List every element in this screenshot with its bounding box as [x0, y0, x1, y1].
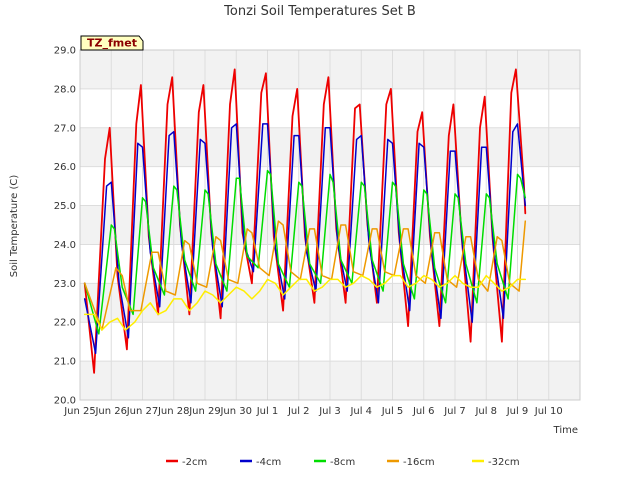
legend-item: -32cm	[472, 457, 520, 468]
x-tick-label: Jul 7	[443, 406, 466, 417]
x-tick-label: Jul 2	[287, 406, 310, 417]
legend-label: -16cm	[403, 457, 435, 468]
y-tick-label: 29.0	[54, 46, 76, 57]
legend-item: -16cm	[387, 457, 435, 468]
badge-label: TZ_fmet	[87, 37, 137, 50]
legend-label: -8cm	[330, 457, 355, 468]
plot-frame	[79, 49, 581, 401]
x-tick-label: Jun 25	[63, 406, 96, 417]
legend-label: -32cm	[488, 457, 520, 468]
x-tick-label: Jul 9	[506, 406, 529, 417]
y-tick-label: 22.0	[54, 318, 76, 329]
legend-label: -2cm	[182, 457, 207, 468]
series-line-minus-32cm	[83, 274, 527, 331]
y-tick-label: 27.0	[54, 123, 76, 134]
legend-item: -2cm	[166, 457, 207, 468]
series-line-minus-8cm	[83, 169, 527, 335]
badge-box	[80, 35, 144, 51]
x-tick-label: Jun 30	[219, 406, 252, 417]
series-line-minus-4cm	[83, 123, 527, 355]
y-tick-label: 23.0	[54, 279, 76, 290]
legend: -2cm -4cm -8cm -16cm -32cm	[166, 457, 520, 468]
x-tick-label: Jul 3	[318, 406, 341, 417]
x-axis-label: Time	[553, 425, 578, 436]
x-tick-label: Jul 8	[474, 406, 497, 417]
series-line-minus-16cm	[83, 220, 527, 331]
legend-item: -8cm	[314, 457, 355, 468]
y-tick-labels: 20.0 21.0 22.0 23.0 24.0 25.0 26.0 27.0 28.0 29.0	[54, 46, 76, 407]
y-tick-label: 24.0	[54, 240, 76, 251]
y-axis-label: Soil Temperature (C)	[9, 175, 20, 278]
x-tick-label: Jul 5	[381, 406, 404, 417]
series-line-minus-2cm	[83, 68, 527, 374]
tz-fmet-badge: TZ_fmet	[80, 35, 144, 51]
x-tick-label: Jul 6	[412, 406, 435, 417]
x-tick-label: Jun 28	[157, 406, 190, 417]
y-tick-label: 28.0	[54, 84, 76, 95]
x-tick-label: Jul 4	[349, 406, 372, 417]
x-tick-label: Jun 26	[94, 406, 127, 417]
x-tick-label: Jun 27	[126, 406, 159, 417]
y-tick-label: 20.0	[54, 396, 76, 407]
y-tick-label: 25.0	[54, 201, 76, 212]
x-tick-label: Jun 29	[188, 406, 221, 417]
x-tick-label: Jul 1	[256, 406, 279, 417]
legend-item: -4cm	[240, 457, 281, 468]
y-tick-label: 21.0	[54, 357, 76, 368]
chart-title: Tonzi Soil Temperatures Set B	[223, 4, 416, 19]
y-tick-label: 26.0	[54, 162, 76, 173]
x-tick-labels: Jun 25 Jun 26 Jun 27 Jun 28 Jun 29 Jun 30 Jul …	[63, 406, 563, 417]
legend-label: -4cm	[256, 457, 281, 468]
x-tick-label: Jul 10	[534, 406, 563, 417]
series-lines	[83, 68, 527, 374]
